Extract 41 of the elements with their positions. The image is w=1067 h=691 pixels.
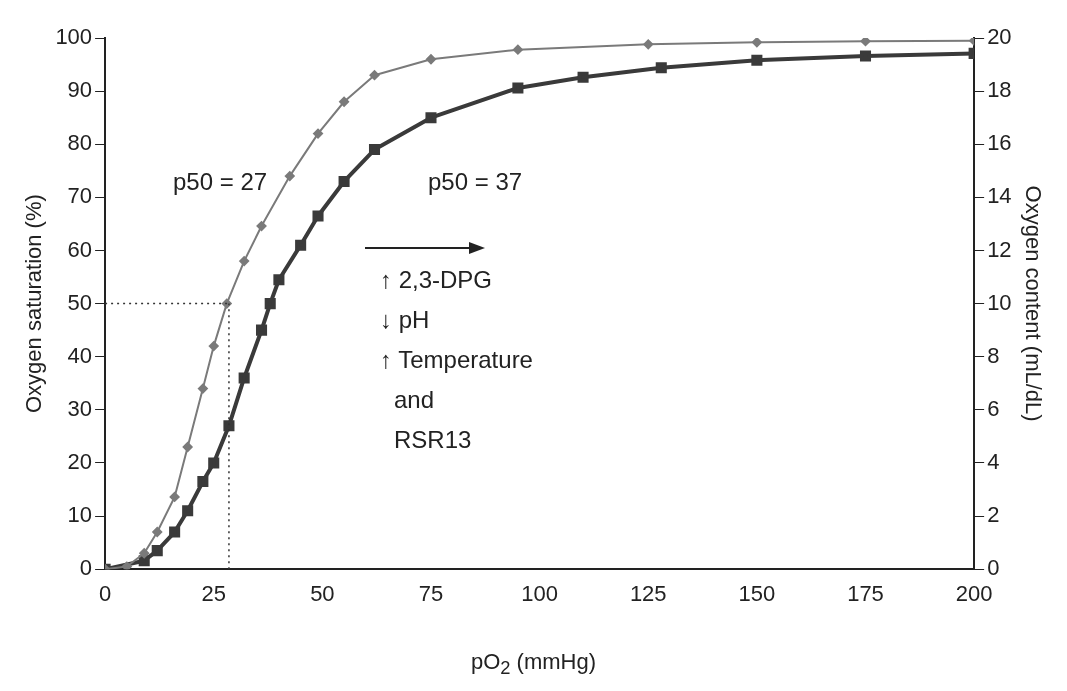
y2-tick-label: 2 [987, 502, 1000, 528]
y2-axis-title: Oxygen content (mL/dL) [1020, 185, 1046, 422]
x-tick-label: 75 [418, 581, 444, 607]
annotation: ↑ Temperature [380, 346, 533, 374]
x-tick-label: 200 [955, 581, 993, 607]
x-tick-label: 0 [98, 581, 112, 607]
annotation: and [394, 386, 435, 414]
y-tick-label: 10 [67, 502, 93, 528]
y-tick-label: 40 [67, 342, 93, 368]
x-tick-label: 150 [738, 581, 776, 607]
y2-tick-label: 6 [987, 395, 1000, 421]
annotation: p50 = 27 [173, 168, 268, 196]
y2-tick-label: 8 [987, 342, 1000, 368]
y-tick-label: 0 [79, 555, 93, 581]
y2-tick-label: 0 [987, 555, 1000, 581]
annotation: p50 = 37 [428, 168, 523, 196]
y-tick-label: 100 [55, 24, 93, 50]
y-tick-label: 80 [67, 130, 93, 156]
y-tick-label: 90 [67, 77, 93, 103]
x-tick-label: 175 [847, 581, 884, 607]
annotation: RSR13 [394, 426, 472, 454]
y-tick-label: 70 [67, 183, 93, 209]
x-tick-label: 50 [310, 581, 335, 607]
x-axis-title: pO$_{2}$ (mmHg) [469, 649, 598, 680]
annotation: ↓ pH [380, 306, 430, 334]
y2-tick-label: 16 [987, 130, 1012, 156]
y-tick-label: 30 [67, 395, 93, 421]
y-tick-label: 20 [67, 449, 93, 475]
y2-tick-label: 10 [987, 289, 1012, 315]
y2-tick-label: 12 [987, 236, 1012, 262]
x-tick-label: 25 [201, 581, 226, 607]
annotation: ↑ 2,3-DPG [380, 266, 493, 294]
y2-tick-label: 14 [987, 183, 1012, 209]
y-tick-label: 50 [67, 289, 93, 315]
y-tick-label: 60 [67, 236, 93, 262]
y2-tick-label: 4 [987, 449, 1000, 475]
x-tick-label: 125 [629, 581, 667, 607]
y2-tick-label: 20 [987, 24, 1012, 50]
x-tick-label: 100 [521, 581, 558, 607]
y-axis-title: Oxygen saturation (%) [21, 194, 47, 414]
y2-tick-label: 18 [987, 77, 1012, 103]
